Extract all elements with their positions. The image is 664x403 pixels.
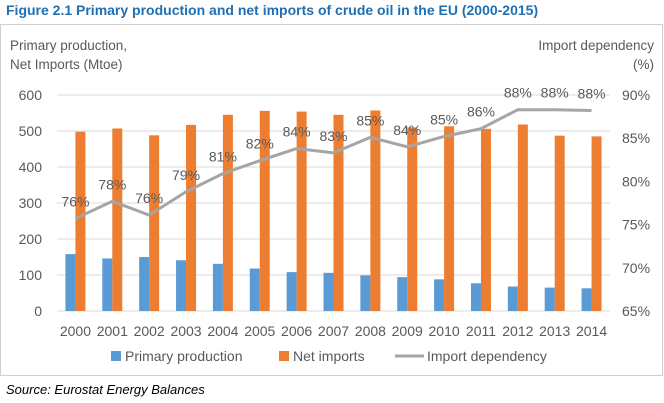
x-tick-label: 2007: [318, 323, 349, 339]
legend-label: Import dependency: [427, 348, 547, 364]
y-tick-label: 400: [19, 159, 43, 175]
data-label: 76%: [135, 190, 163, 206]
x-tick-label: 2004: [207, 323, 238, 339]
x-tick-label: 2006: [281, 323, 312, 339]
bar-primary-production: [507, 286, 518, 311]
x-tick-label: 2003: [170, 323, 201, 339]
bar-net-imports: [407, 127, 418, 312]
y2-tick-label: 70%: [622, 260, 650, 276]
y-axis-label: Primary production,: [10, 38, 127, 53]
bar-primary-production: [581, 288, 592, 311]
x-tick-label: 2013: [539, 323, 570, 339]
bar-net-imports: [591, 136, 602, 311]
x-tick-label: 2000: [60, 323, 91, 339]
x-tick-label: 2012: [502, 323, 533, 339]
bar-primary-production: [286, 272, 297, 311]
chart-frame: [0, 24, 663, 376]
data-label: 84%: [283, 124, 311, 140]
y-tick-label: 500: [19, 123, 43, 139]
legend-swatch-net-imports: [279, 351, 289, 361]
bar-net-imports: [554, 135, 565, 311]
bar-net-imports: [480, 128, 491, 311]
data-label: 76%: [61, 194, 89, 210]
y2-axis-label: (%): [633, 57, 654, 72]
x-tick-label: 2001: [97, 323, 128, 339]
data-label: 78%: [98, 176, 126, 192]
y2-tick-label: 90%: [622, 87, 650, 103]
y-tick-label: 300: [19, 195, 43, 211]
bar-net-imports: [112, 128, 123, 311]
x-tick-label: 2002: [134, 323, 165, 339]
data-label: 84%: [393, 122, 421, 138]
source-note: Source: Eurostat Energy Balances: [6, 382, 205, 397]
bar-primary-production: [65, 254, 76, 311]
bar-net-imports: [259, 110, 270, 311]
x-tick-label: 2014: [576, 323, 607, 339]
legend-label: Primary production: [125, 348, 243, 364]
bar-primary-production: [176, 260, 187, 311]
y2-axis-label: Import dependency: [538, 38, 654, 53]
bar-net-imports: [517, 124, 528, 312]
x-tick-label: 2008: [355, 323, 386, 339]
bar-primary-production: [139, 257, 150, 311]
y2-tick-label: 75%: [622, 217, 650, 233]
bar-net-imports: [333, 114, 344, 311]
bar-net-imports: [444, 126, 455, 311]
bar-net-imports: [186, 124, 197, 311]
bar-net-imports: [296, 111, 307, 311]
y2-tick-label: 85%: [622, 130, 650, 146]
bar-net-imports: [222, 114, 233, 311]
bar-net-imports: [370, 110, 381, 311]
y-tick-label: 0: [34, 303, 42, 319]
legend-swatch-primary-production: [111, 351, 121, 361]
data-label: 88%: [504, 85, 532, 101]
bar-primary-production: [470, 283, 481, 311]
bar-net-imports: [75, 131, 86, 311]
y-tick-label: 600: [19, 87, 43, 103]
legend-label: Net imports: [293, 348, 365, 364]
bar-primary-production: [102, 258, 113, 311]
data-label: 82%: [246, 136, 274, 152]
bar-primary-production: [212, 263, 223, 311]
bar-primary-production: [544, 287, 555, 311]
data-label: 88%: [541, 85, 569, 101]
x-tick-label: 2010: [429, 323, 460, 339]
x-tick-label: 2005: [244, 323, 275, 339]
data-label: 85%: [430, 111, 458, 127]
y-tick-label: 100: [19, 267, 43, 283]
data-label: 88%: [578, 86, 606, 102]
figure-title: Figure 2.1 Primary production and net im…: [6, 2, 539, 18]
bar-primary-production: [249, 268, 260, 311]
bar-primary-production: [323, 272, 334, 311]
y2-tick-label: 65%: [622, 303, 650, 319]
y-axis-label: Net Imports (Mtoe): [10, 57, 123, 72]
data-label: 86%: [467, 104, 495, 120]
y-tick-label: 200: [19, 231, 43, 247]
line-import-dependency: [74, 108, 592, 220]
data-label: 79%: [172, 167, 200, 183]
bar-primary-production: [434, 279, 445, 311]
x-tick-label: 2011: [466, 323, 496, 339]
data-label: 85%: [356, 112, 384, 128]
y2-tick-label: 80%: [622, 173, 650, 189]
bar-primary-production: [397, 277, 408, 311]
data-label: 83%: [319, 128, 347, 144]
bar-net-imports: [149, 135, 160, 311]
chart: 0 100 200 300 400 500 600 65% 70% 75% 80% 85% 90% Pri…: [10, 38, 654, 364]
data-label: 81%: [209, 149, 237, 165]
x-tick-label: 2009: [392, 323, 423, 339]
bar-primary-production: [360, 275, 371, 311]
